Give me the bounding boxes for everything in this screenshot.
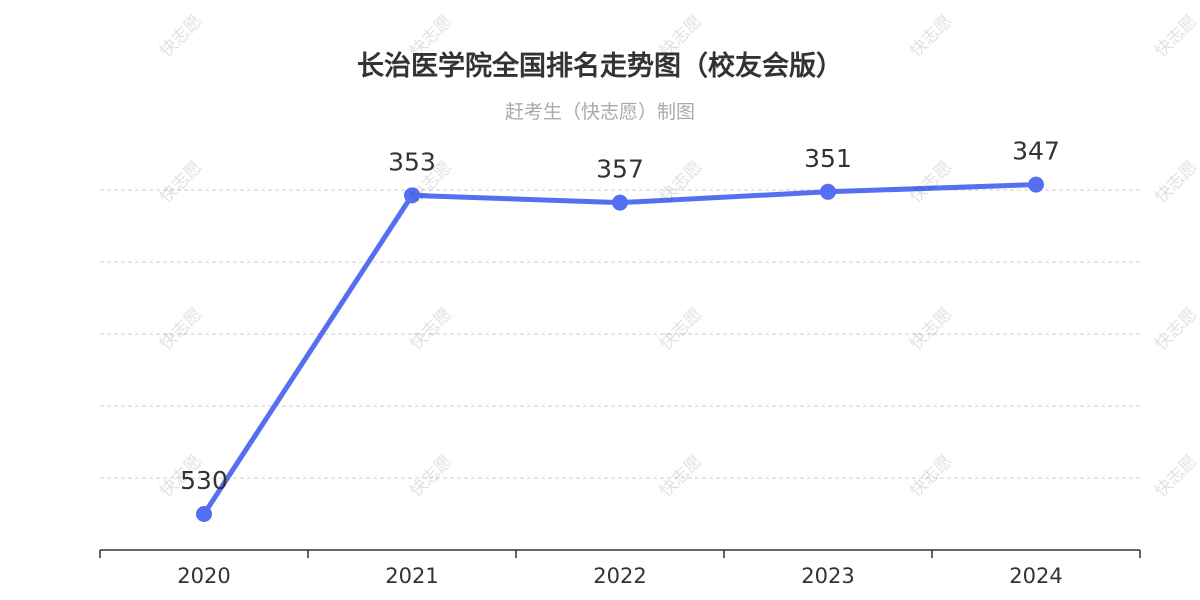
- x-tick-label: 2021: [385, 564, 438, 588]
- grid-lines: [100, 189, 1140, 479]
- data-labels: 530 353 357 351 347: [180, 137, 1060, 495]
- chart-subtitle: 赶考生（快志愿）制图: [504, 101, 695, 123]
- data-point[interactable]: [1028, 176, 1044, 193]
- data-label: 353: [388, 147, 436, 176]
- x-tick-label: 2024: [1009, 564, 1062, 588]
- data-label: 357: [596, 155, 644, 184]
- data-point[interactable]: [820, 183, 836, 200]
- data-label: 347: [1012, 137, 1060, 166]
- data-point[interactable]: [196, 506, 212, 522]
- x-tick-label: 2020: [177, 564, 230, 588]
- data-point[interactable]: [612, 194, 628, 211]
- x-tick-label: 2023: [801, 564, 854, 588]
- x-axis: 2020 2021 2022 2023 2024: [99, 549, 1141, 588]
- x-tick-label: 2022: [593, 564, 646, 588]
- data-point[interactable]: [404, 187, 420, 204]
- chart-title: 长治医学院全国排名走势图（校友会版）: [357, 51, 843, 82]
- series-layer: [196, 176, 1044, 522]
- series-line: [201, 182, 1039, 517]
- data-label: 530: [180, 466, 228, 495]
- data-label: 351: [804, 144, 852, 173]
